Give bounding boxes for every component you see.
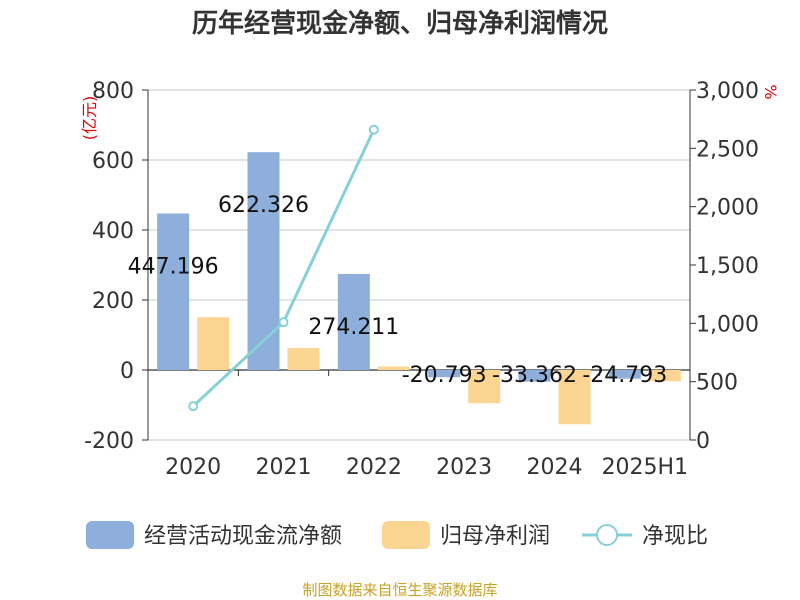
cashflow-data-label: 274.211 bbox=[308, 315, 399, 340]
data-labels: 447.196 622.326 274.211-20.793 -33.362 -24.7… bbox=[128, 193, 668, 388]
right-tick-label: 1,000 bbox=[696, 312, 759, 337]
bar-cashflow bbox=[247, 152, 280, 370]
right-tick-label: 2,000 bbox=[696, 196, 759, 221]
x-tick-label: 2020 bbox=[165, 455, 221, 480]
bar-cashflow bbox=[337, 274, 370, 370]
line-series bbox=[188, 124, 379, 412]
bar-net-profit bbox=[558, 370, 591, 425]
left-tick-label: 0 bbox=[120, 359, 134, 384]
legend-label-cashflow: 经营活动现金流净额 bbox=[144, 524, 342, 549]
x-axis-ticks: 2020 2021 2022 2023 2024 2025H1 bbox=[165, 455, 688, 480]
left-tick-label: 600 bbox=[92, 149, 134, 174]
legend-swatch-cashflow bbox=[86, 521, 134, 549]
left-axis-ticks: 800 600 400 200 0 -200 bbox=[84, 79, 134, 454]
bar-net-profit bbox=[287, 347, 320, 370]
legend-marker-ratio bbox=[596, 524, 618, 546]
cashflow-data-label: 622.326 bbox=[218, 193, 309, 218]
x-tick-label: 2025H1 bbox=[602, 455, 689, 480]
legend-label-net-profit: 归母净利润 bbox=[440, 524, 550, 549]
right-axis-ticks: 3,000 2,500 2,000 1,500 1,000 500 0 bbox=[696, 79, 759, 454]
cashflow-data-label: -20.793 bbox=[402, 363, 487, 388]
right-tick-label: 0 bbox=[696, 429, 710, 454]
x-tick-label: 2022 bbox=[346, 455, 402, 480]
left-axis-unit: (亿元) bbox=[80, 96, 99, 141]
ratio-point bbox=[368, 124, 379, 135]
x-tick-label: 2024 bbox=[527, 455, 583, 480]
cashflow-data-label: -24.793 bbox=[582, 363, 667, 388]
bar-cashflow bbox=[428, 370, 461, 378]
legend[interactable]: 经营活动现金流净额 归母净利润 净现比 bbox=[86, 521, 708, 549]
legend-swatch-net-profit bbox=[382, 521, 430, 549]
right-axis-unit: % bbox=[761, 84, 780, 99]
left-tick-label: 200 bbox=[92, 289, 134, 314]
bar-net-profit bbox=[197, 317, 230, 370]
legend-label-ratio: 净现比 bbox=[642, 524, 708, 549]
ratio-point bbox=[188, 401, 199, 412]
cashflow-data-label: 447.196 bbox=[128, 254, 219, 279]
left-tick-label: -200 bbox=[84, 429, 134, 454]
ratio-point bbox=[278, 317, 289, 328]
right-tick-label: 2,500 bbox=[696, 137, 759, 162]
bar-net-profit bbox=[648, 370, 681, 382]
x-tick-label: 2023 bbox=[436, 455, 492, 480]
right-tick-label: 500 bbox=[696, 371, 738, 396]
bar-series bbox=[157, 152, 681, 425]
x-tick-label: 2021 bbox=[256, 455, 312, 480]
bar-net-profit bbox=[468, 370, 501, 404]
axes bbox=[142, 89, 696, 441]
cashflow-data-label: -33.362 bbox=[492, 363, 577, 388]
left-tick-label: 400 bbox=[92, 219, 134, 244]
bar-cashflow bbox=[157, 213, 190, 370]
right-tick-label: 3,000 bbox=[696, 79, 759, 104]
right-tick-label: 1,500 bbox=[696, 254, 759, 279]
bar-net-profit bbox=[377, 366, 410, 370]
chart-title: 历年经营现金净额、归母净利润情况 bbox=[192, 8, 608, 39]
left-tick-label: 800 bbox=[92, 79, 134, 104]
bar-cashflow bbox=[608, 370, 641, 379]
bar-cashflow bbox=[518, 370, 551, 382]
source-note: 制图数据来自恒生聚源数据库 bbox=[302, 581, 497, 599]
